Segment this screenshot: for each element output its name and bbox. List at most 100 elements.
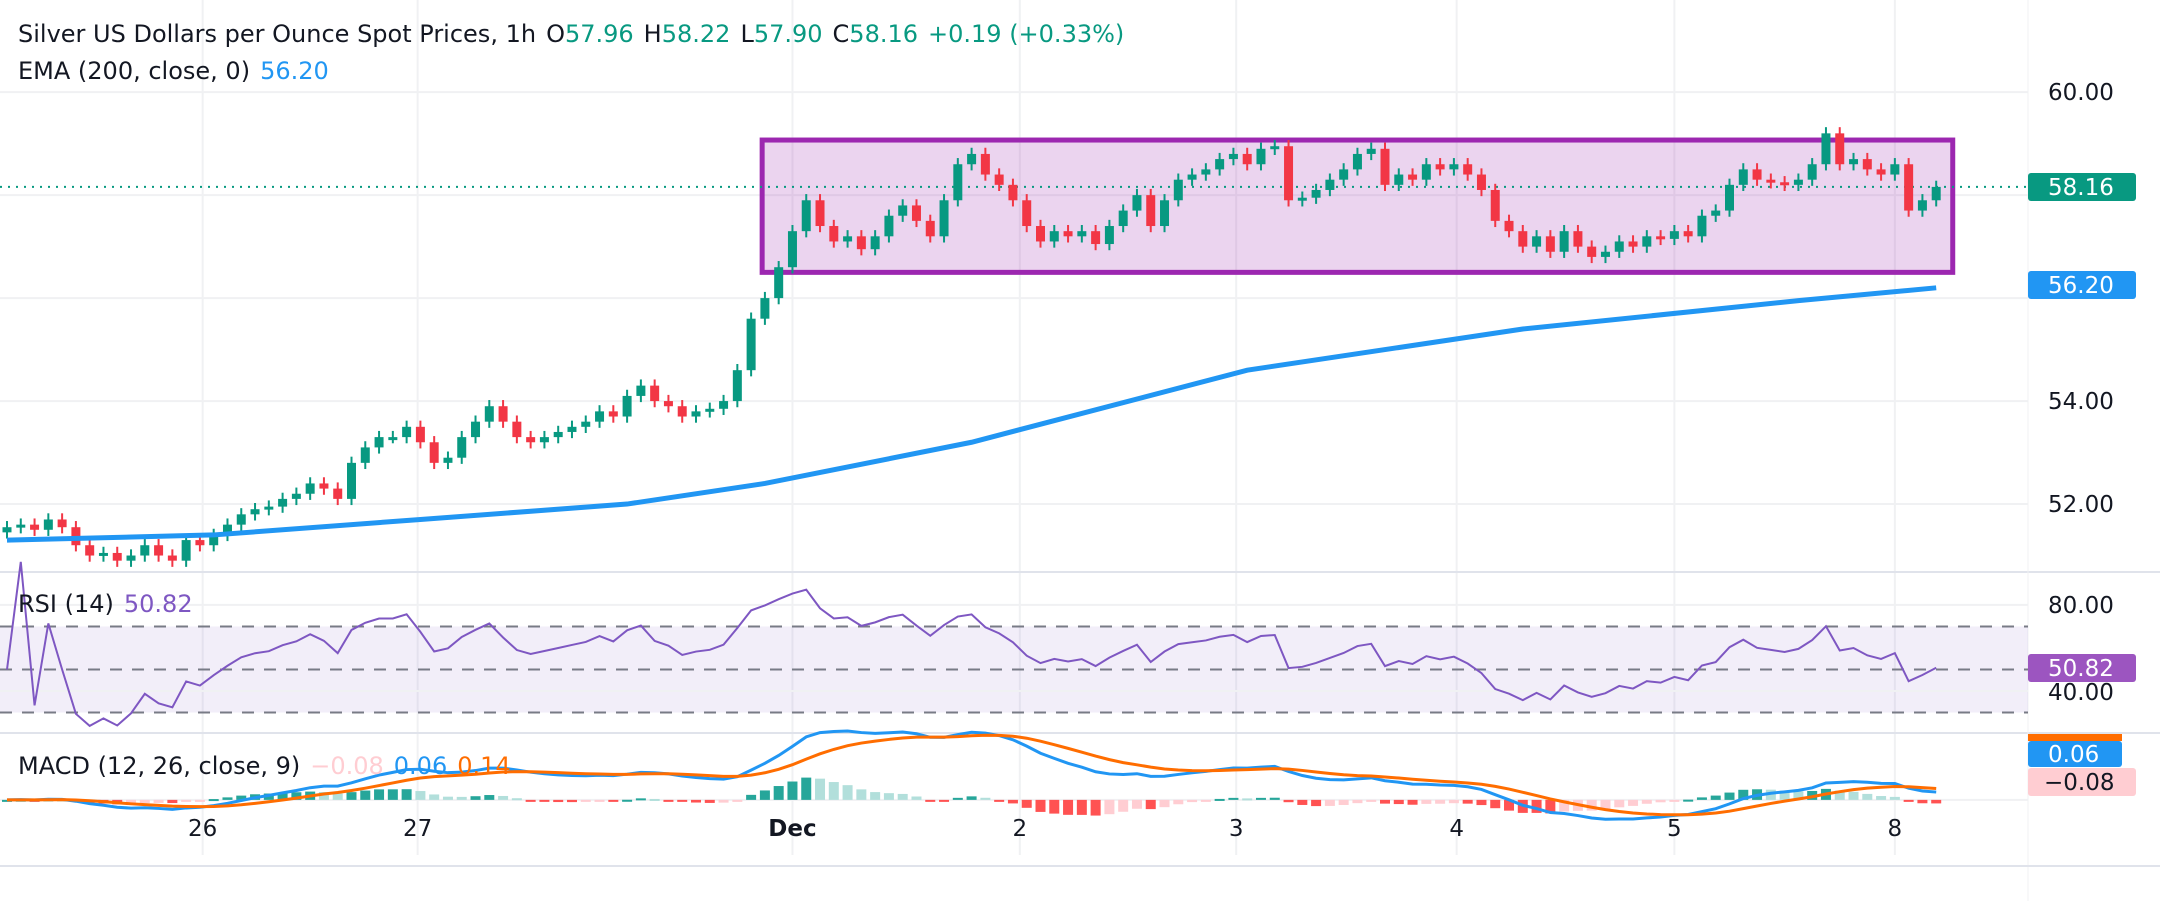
close-value: 58.16	[849, 20, 919, 48]
time-tick-label: 27	[403, 816, 432, 842]
time-tick-label: 4	[1449, 816, 1464, 842]
macd-histogram-bar	[1738, 789, 1749, 800]
candle	[1628, 235, 1638, 253]
candle	[787, 224, 797, 274]
macd-legend[interactable]: MACD (12, 26, close, 9) −0.08 0.06 0.14	[18, 752, 511, 780]
candle	[1807, 158, 1817, 186]
candle	[1793, 173, 1803, 192]
candle-body	[1476, 174, 1486, 190]
macd-histogram-bar	[732, 799, 743, 802]
candle	[1711, 204, 1721, 222]
candle	[526, 430, 536, 449]
candle-body	[98, 552, 108, 556]
rsi-legend[interactable]: RSI (14) 50.82	[18, 590, 193, 618]
macd-histogram-bar	[1724, 792, 1735, 800]
macd-histogram-bar	[470, 796, 481, 800]
candle	[650, 379, 660, 408]
candle	[1297, 191, 1307, 207]
low-label: L	[740, 20, 754, 48]
candle-body	[608, 411, 618, 417]
candle-body	[484, 406, 494, 422]
candle-body	[347, 462, 356, 499]
macd-histogram-bar	[1228, 797, 1239, 800]
low-value: 57.90	[753, 20, 823, 48]
macd-histogram-bar	[318, 792, 329, 800]
macd-histogram-bar	[1118, 799, 1129, 812]
price-change: +0.19 (+0.33%)	[928, 20, 1125, 48]
macd-histogram-bar	[374, 789, 385, 800]
rsi-value-tag-text: 50.82	[2048, 656, 2114, 682]
candle-body	[264, 506, 274, 510]
macd-histogram-bar	[1862, 793, 1873, 800]
candle	[939, 194, 949, 243]
candle-body	[1187, 174, 1197, 180]
macd-histogram-bar	[759, 790, 770, 800]
candle-body	[856, 236, 866, 250]
candle	[663, 394, 673, 413]
macd-histogram-bar	[815, 778, 826, 800]
macd-histogram-bar	[1545, 799, 1556, 814]
macd-histogram-bar	[594, 799, 605, 802]
candle	[1104, 219, 1114, 251]
macd-histogram-bar	[1311, 799, 1322, 807]
macd-histogram-bar	[704, 799, 715, 803]
candle-body	[567, 426, 577, 432]
candle-body	[581, 421, 591, 427]
candle-body	[815, 200, 825, 227]
candle	[1642, 230, 1652, 253]
ema-legend-value: 56.20	[260, 57, 329, 85]
macd-histogram-bar	[1490, 799, 1501, 809]
macd-histogram-bar	[1476, 799, 1487, 806]
candle-body	[526, 437, 536, 443]
macd-histogram-bar	[1145, 799, 1156, 810]
candle	[264, 500, 274, 516]
candle	[167, 549, 177, 567]
candle-body	[1711, 210, 1721, 216]
candle	[1311, 183, 1321, 204]
candle-body	[1435, 164, 1445, 170]
candle	[1228, 147, 1238, 166]
ema-legend[interactable]: EMA (200, close, 0) 56.20	[18, 57, 329, 85]
candle	[911, 199, 921, 228]
rsi-tick-40: 40.00	[2048, 680, 2114, 706]
candle-body	[1339, 169, 1349, 180]
candle	[746, 312, 756, 377]
candle	[498, 400, 508, 428]
candle	[1063, 224, 1073, 243]
candle-body	[1504, 220, 1514, 232]
candle	[581, 415, 591, 433]
macd-histogram-bar	[1931, 799, 1942, 804]
rsi-legend-value: 50.82	[123, 590, 193, 618]
candle	[608, 405, 618, 423]
macd-histogram-bar	[525, 799, 536, 802]
symbol-title: Silver US Dollars per Ounce Spot Prices,…	[18, 20, 537, 48]
macd-histogram-bar	[1462, 799, 1473, 804]
macd-histogram-bar	[167, 799, 178, 804]
macd-histogram-bar	[622, 799, 633, 802]
candle-body	[1793, 179, 1803, 185]
ema-200-line	[6, 285, 1937, 543]
time-axis[interactable]: 26 27 Dec 2 3 4 5 8	[0, 816, 2160, 867]
macd-histogram-bar	[1242, 798, 1253, 801]
macd-histogram-bar	[1793, 791, 1804, 800]
candle	[250, 503, 260, 521]
candle	[1821, 127, 1831, 171]
candle	[98, 546, 108, 562]
candle-body	[1160, 200, 1170, 227]
candle-body	[1215, 159, 1225, 170]
candle-body	[402, 426, 412, 438]
candle-body	[1725, 184, 1734, 211]
candle	[1476, 168, 1486, 197]
rsi-value-tag	[2028, 654, 2136, 682]
macd-histogram-bar	[1917, 799, 1928, 804]
candle-body	[732, 370, 742, 402]
candle	[994, 168, 1004, 192]
range-box-drawing[interactable]	[759, 137, 1956, 275]
macd-histogram-bar	[801, 777, 812, 800]
price-axis[interactable]: 60.00 54.00 52.00 58.16 56.20 80.00 40.0…	[2028, 80, 2136, 796]
candle-body	[319, 483, 329, 489]
candle	[1022, 194, 1032, 233]
candle-body	[140, 545, 150, 556]
macd-histogram-bar	[1049, 799, 1060, 814]
